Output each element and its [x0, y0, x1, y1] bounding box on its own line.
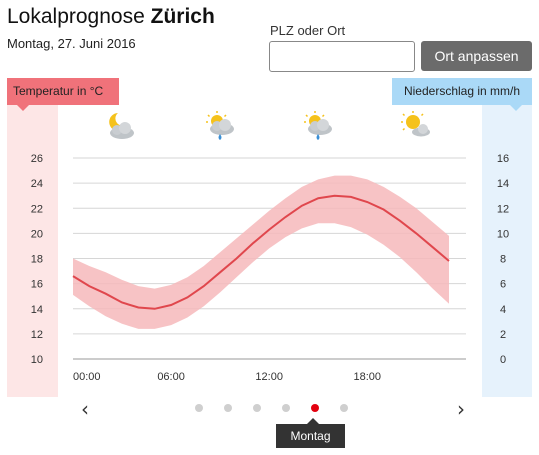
x-tick-label: 00:00 — [73, 371, 101, 383]
ort-anpassen-button[interactable]: Ort anpassen — [421, 41, 532, 71]
y-left-tick-label: 14 — [31, 304, 43, 316]
plz-label: PLZ oder Ort — [270, 23, 346, 38]
title-location: Zürich — [150, 5, 215, 28]
day-dot[interactable] — [340, 404, 348, 412]
y-right-tick-label: 8 — [500, 254, 506, 266]
moon-cloud-icon — [105, 110, 139, 142]
y-left-tick-label: 24 — [31, 178, 43, 190]
precipitation-badge: Niederschlag in mm/h — [392, 78, 532, 111]
prev-day-button[interactable]: ‹ — [81, 397, 89, 421]
day-dot[interactable] — [195, 404, 203, 412]
temperature-line — [72, 194, 450, 310]
y-right-tick-label: 14 — [497, 178, 509, 190]
y-left-tick-label: 10 — [31, 354, 43, 366]
day-dot[interactable] — [224, 404, 232, 412]
y-right-tick-label: 0 — [500, 354, 506, 366]
day-dot[interactable] — [282, 404, 290, 412]
x-tick-label: 06:00 — [157, 371, 185, 383]
precipitation-axis-column — [482, 105, 532, 397]
y-left-tick-label: 26 — [31, 153, 43, 165]
y-right-tick-label: 12 — [497, 203, 509, 215]
plz-input[interactable] — [269, 41, 415, 72]
y-left-tick-label: 20 — [31, 228, 43, 240]
x-tick-label: 12:00 — [255, 371, 283, 383]
active-day-tooltip: Montag — [276, 418, 345, 448]
forecast-date: Montag, 27. Juni 2016 — [7, 36, 136, 51]
y-left-tick-label: 18 — [31, 254, 43, 266]
y-right-tick-label: 2 — [500, 329, 506, 341]
y-right-tick-label: 16 — [497, 153, 509, 165]
y-left-tick-label: 16 — [31, 279, 43, 291]
y-right-tick-label: 10 — [497, 228, 509, 240]
temperature-axis-column — [7, 105, 58, 397]
y-right-tick-label: 4 — [500, 304, 506, 316]
y-left-tick-label: 22 — [31, 203, 43, 215]
x-tick-label: 18:00 — [353, 371, 381, 383]
temperature-badge: Temperatur in °C — [7, 78, 119, 111]
title-prefix: Lokalprognose — [7, 5, 145, 28]
y-left-tick-label: 12 — [31, 329, 43, 341]
sun-cloud-rain-icon — [203, 110, 237, 142]
temperature-range-band — [73, 175, 449, 329]
day-dot[interactable] — [253, 404, 261, 412]
page-title: Lokalprognose Zürich — [7, 5, 215, 29]
next-day-button[interactable]: › — [457, 397, 465, 421]
day-dot[interactable] — [311, 404, 319, 412]
sun-cloud-icon — [399, 110, 433, 142]
sun-cloud-rain-icon — [301, 110, 335, 142]
y-right-tick-label: 6 — [500, 279, 506, 291]
